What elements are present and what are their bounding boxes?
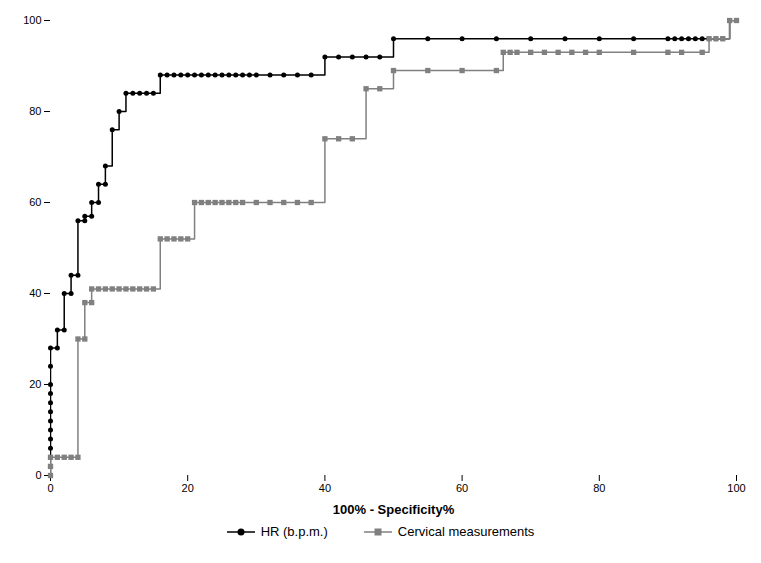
svg-text:80: 80 [593, 482, 605, 494]
svg-text:100: 100 [23, 14, 41, 26]
svg-text:0: 0 [47, 482, 53, 494]
svg-text:60: 60 [456, 482, 468, 494]
svg-text:100% - Specificity%: 100% - Specificity% [333, 502, 455, 517]
svg-text:60: 60 [29, 196, 41, 208]
svg-text:40: 40 [29, 287, 41, 299]
svg-text:40: 40 [319, 482, 331, 494]
svg-text:20: 20 [182, 482, 194, 494]
svg-text:20: 20 [29, 378, 41, 390]
html-text:Cervical measurements: Cervical measurements [397, 524, 535, 539]
html-text:HR (b.p.m.): HR (b.p.m.) [260, 524, 328, 539]
svg-text:80: 80 [29, 105, 41, 117]
svg-text:100: 100 [727, 482, 745, 494]
svg-text:0: 0 [35, 469, 41, 481]
